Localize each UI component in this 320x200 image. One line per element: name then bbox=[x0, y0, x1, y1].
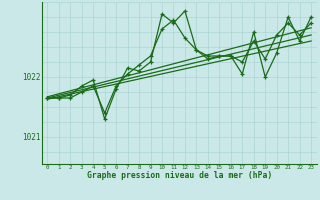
X-axis label: Graphe pression niveau de la mer (hPa): Graphe pression niveau de la mer (hPa) bbox=[87, 171, 272, 180]
